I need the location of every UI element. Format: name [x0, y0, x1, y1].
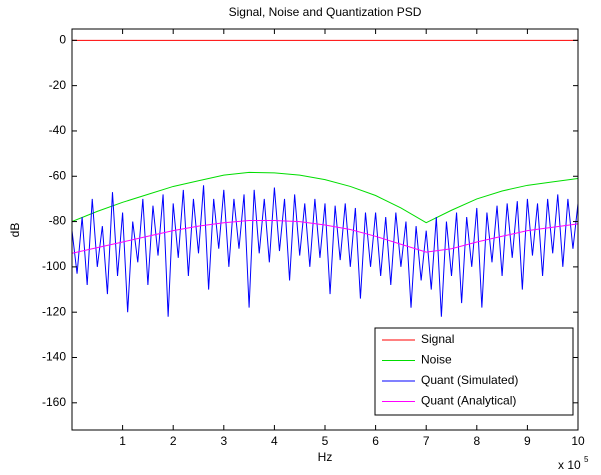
- chart-title: Signal, Noise and Quantization PSD: [229, 5, 422, 19]
- y-tick-label: -120: [42, 304, 66, 318]
- x-tick-label: 7: [423, 434, 430, 448]
- y-tick-label: -100: [42, 259, 66, 273]
- legend-label: Quant (Simulated): [421, 373, 518, 387]
- x-tick-label: 9: [524, 434, 531, 448]
- series-line: [72, 171, 578, 224]
- legend-label: Signal: [421, 332, 454, 346]
- x-tick-label: 6: [372, 434, 379, 448]
- x-tick-label: 10: [571, 434, 585, 448]
- x-tick-label: 1: [119, 434, 126, 448]
- series-line: [72, 219, 578, 254]
- x-exponent-base: x 10: [558, 458, 581, 472]
- y-axis-label: dB: [8, 223, 22, 238]
- x-tick-label: 5: [322, 434, 329, 448]
- y-tick-label: -80: [49, 214, 67, 228]
- x-tick-label: 3: [220, 434, 227, 448]
- x-exponent: 5: [584, 455, 589, 464]
- y-tick-label: -160: [42, 395, 66, 409]
- legend-label: Noise: [421, 353, 452, 367]
- y-tick-label: -60: [49, 168, 67, 182]
- y-tick-label: -140: [42, 350, 66, 364]
- x-tick-label: 8: [473, 434, 480, 448]
- legend-box: [374, 327, 574, 416]
- x-tick-label: 2: [170, 434, 177, 448]
- y-tick-label: 0: [59, 32, 66, 46]
- y-tick-label: -20: [49, 78, 67, 92]
- y-tick-label: -40: [49, 123, 67, 137]
- series-line: [72, 185, 578, 317]
- x-axis-label: Hz: [318, 450, 333, 464]
- legend-label: Quant (Analytical): [421, 394, 516, 408]
- x-tick-label: 4: [271, 434, 278, 448]
